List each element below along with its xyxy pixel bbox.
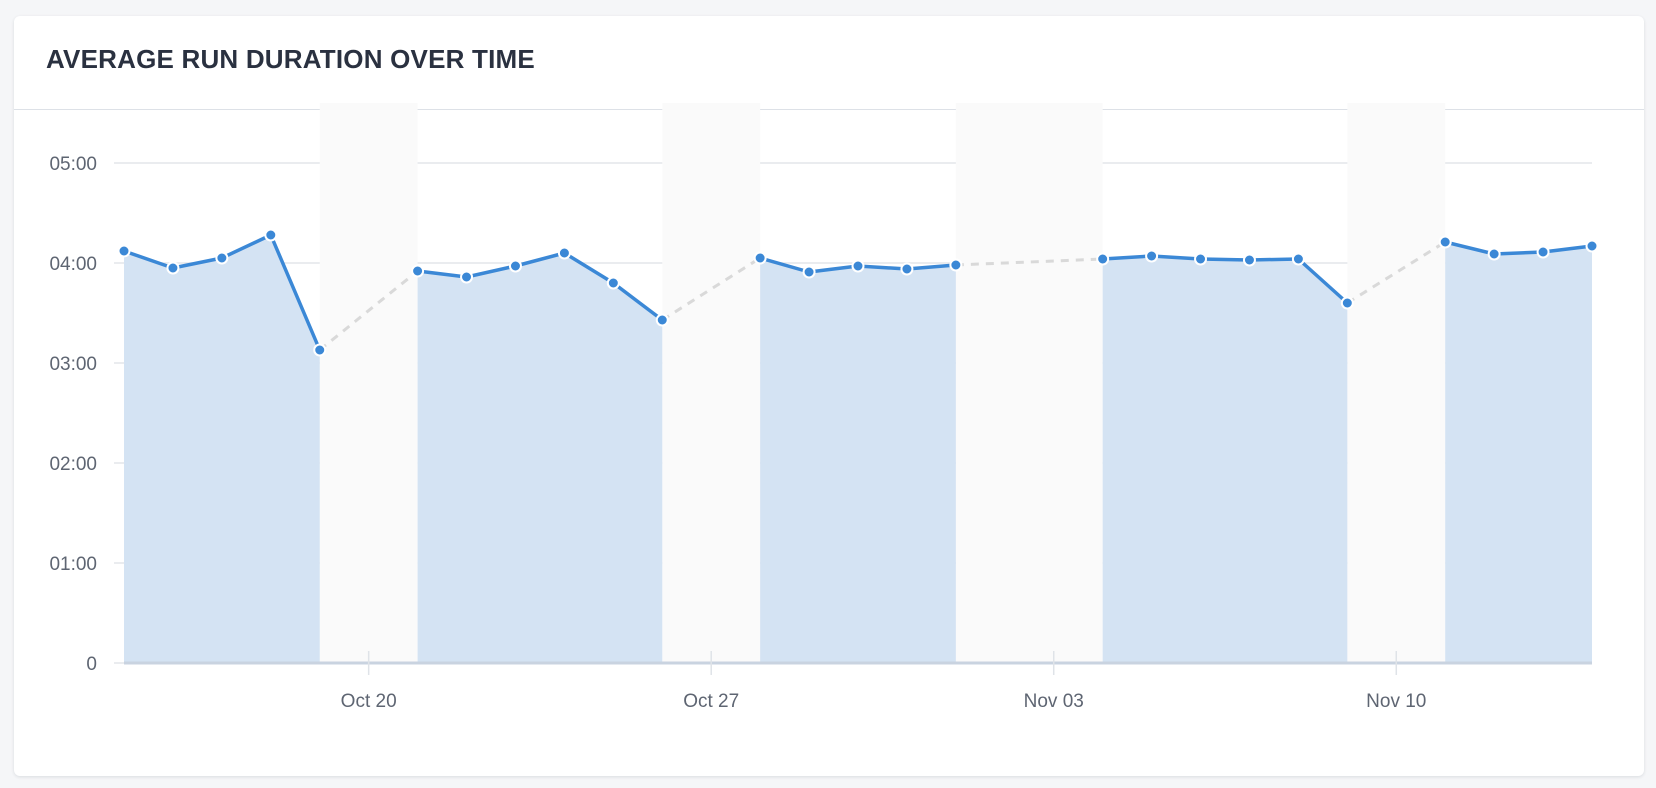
data-point — [1096, 252, 1110, 266]
data-point — [508, 259, 522, 273]
data-point — [606, 276, 620, 290]
axis-layer: 0 01:00 02:00 03:00 04:00 05:00 Oct 20 Oct 27 No… — [49, 154, 1592, 712]
gap-shade — [319, 103, 418, 663]
chart-title: AVERAGE RUN DURATION OVER TIME — [46, 44, 535, 74]
series-area — [760, 258, 956, 663]
line-layer — [122, 233, 1594, 352]
gap-shade — [1347, 103, 1446, 663]
data-point — [949, 258, 963, 272]
series-line — [415, 251, 665, 322]
series-area — [1445, 242, 1592, 663]
series-line — [1443, 240, 1594, 256]
data-point — [900, 262, 914, 276]
data-point — [313, 343, 327, 357]
data-point — [753, 251, 767, 265]
series-area — [124, 235, 320, 663]
data-point — [655, 313, 669, 327]
data-point — [117, 244, 131, 258]
data-point — [1438, 235, 1452, 249]
data-point — [851, 259, 865, 273]
x-tick-label: Oct 20 — [341, 691, 397, 712]
data-point — [460, 270, 474, 284]
point-layer — [117, 228, 1599, 357]
y-tick-label: 04:00 — [49, 254, 97, 275]
data-point — [1487, 247, 1501, 261]
data-point — [1536, 245, 1550, 259]
data-point — [411, 264, 425, 278]
data-point — [802, 265, 816, 279]
data-point — [1291, 252, 1305, 266]
data-point — [1194, 252, 1208, 266]
x-tick-label: Nov 10 — [1366, 691, 1426, 712]
x-tick-label: Oct 27 — [683, 691, 739, 712]
data-point — [1242, 253, 1256, 267]
y-tick-label: 01:00 — [49, 554, 97, 575]
data-point — [1585, 239, 1599, 253]
data-point — [1145, 249, 1159, 263]
data-point — [557, 246, 571, 260]
gap-connector — [955, 257, 1103, 267]
data-point — [215, 251, 229, 265]
card-header: AVERAGE RUN DURATION OVER TIME — [14, 16, 1644, 110]
gap-connector — [1346, 240, 1446, 305]
area-layer — [124, 103, 1592, 663]
y-tick-label: 0 — [86, 654, 97, 675]
y-tick-label: 03:00 — [49, 354, 97, 375]
gap-connector — [318, 269, 419, 352]
gap-shade — [955, 103, 1103, 663]
gap-connector — [661, 256, 761, 322]
series-area — [417, 253, 663, 663]
data-point — [264, 228, 278, 242]
series-area — [1102, 256, 1348, 663]
data-point — [1340, 296, 1354, 310]
x-tick-label: Nov 03 — [1024, 691, 1084, 712]
data-point — [166, 261, 180, 275]
gap-shade — [662, 103, 761, 663]
y-tick-label: 05:00 — [49, 154, 97, 175]
series-line — [1100, 254, 1350, 305]
y-tick-label: 02:00 — [49, 454, 97, 475]
